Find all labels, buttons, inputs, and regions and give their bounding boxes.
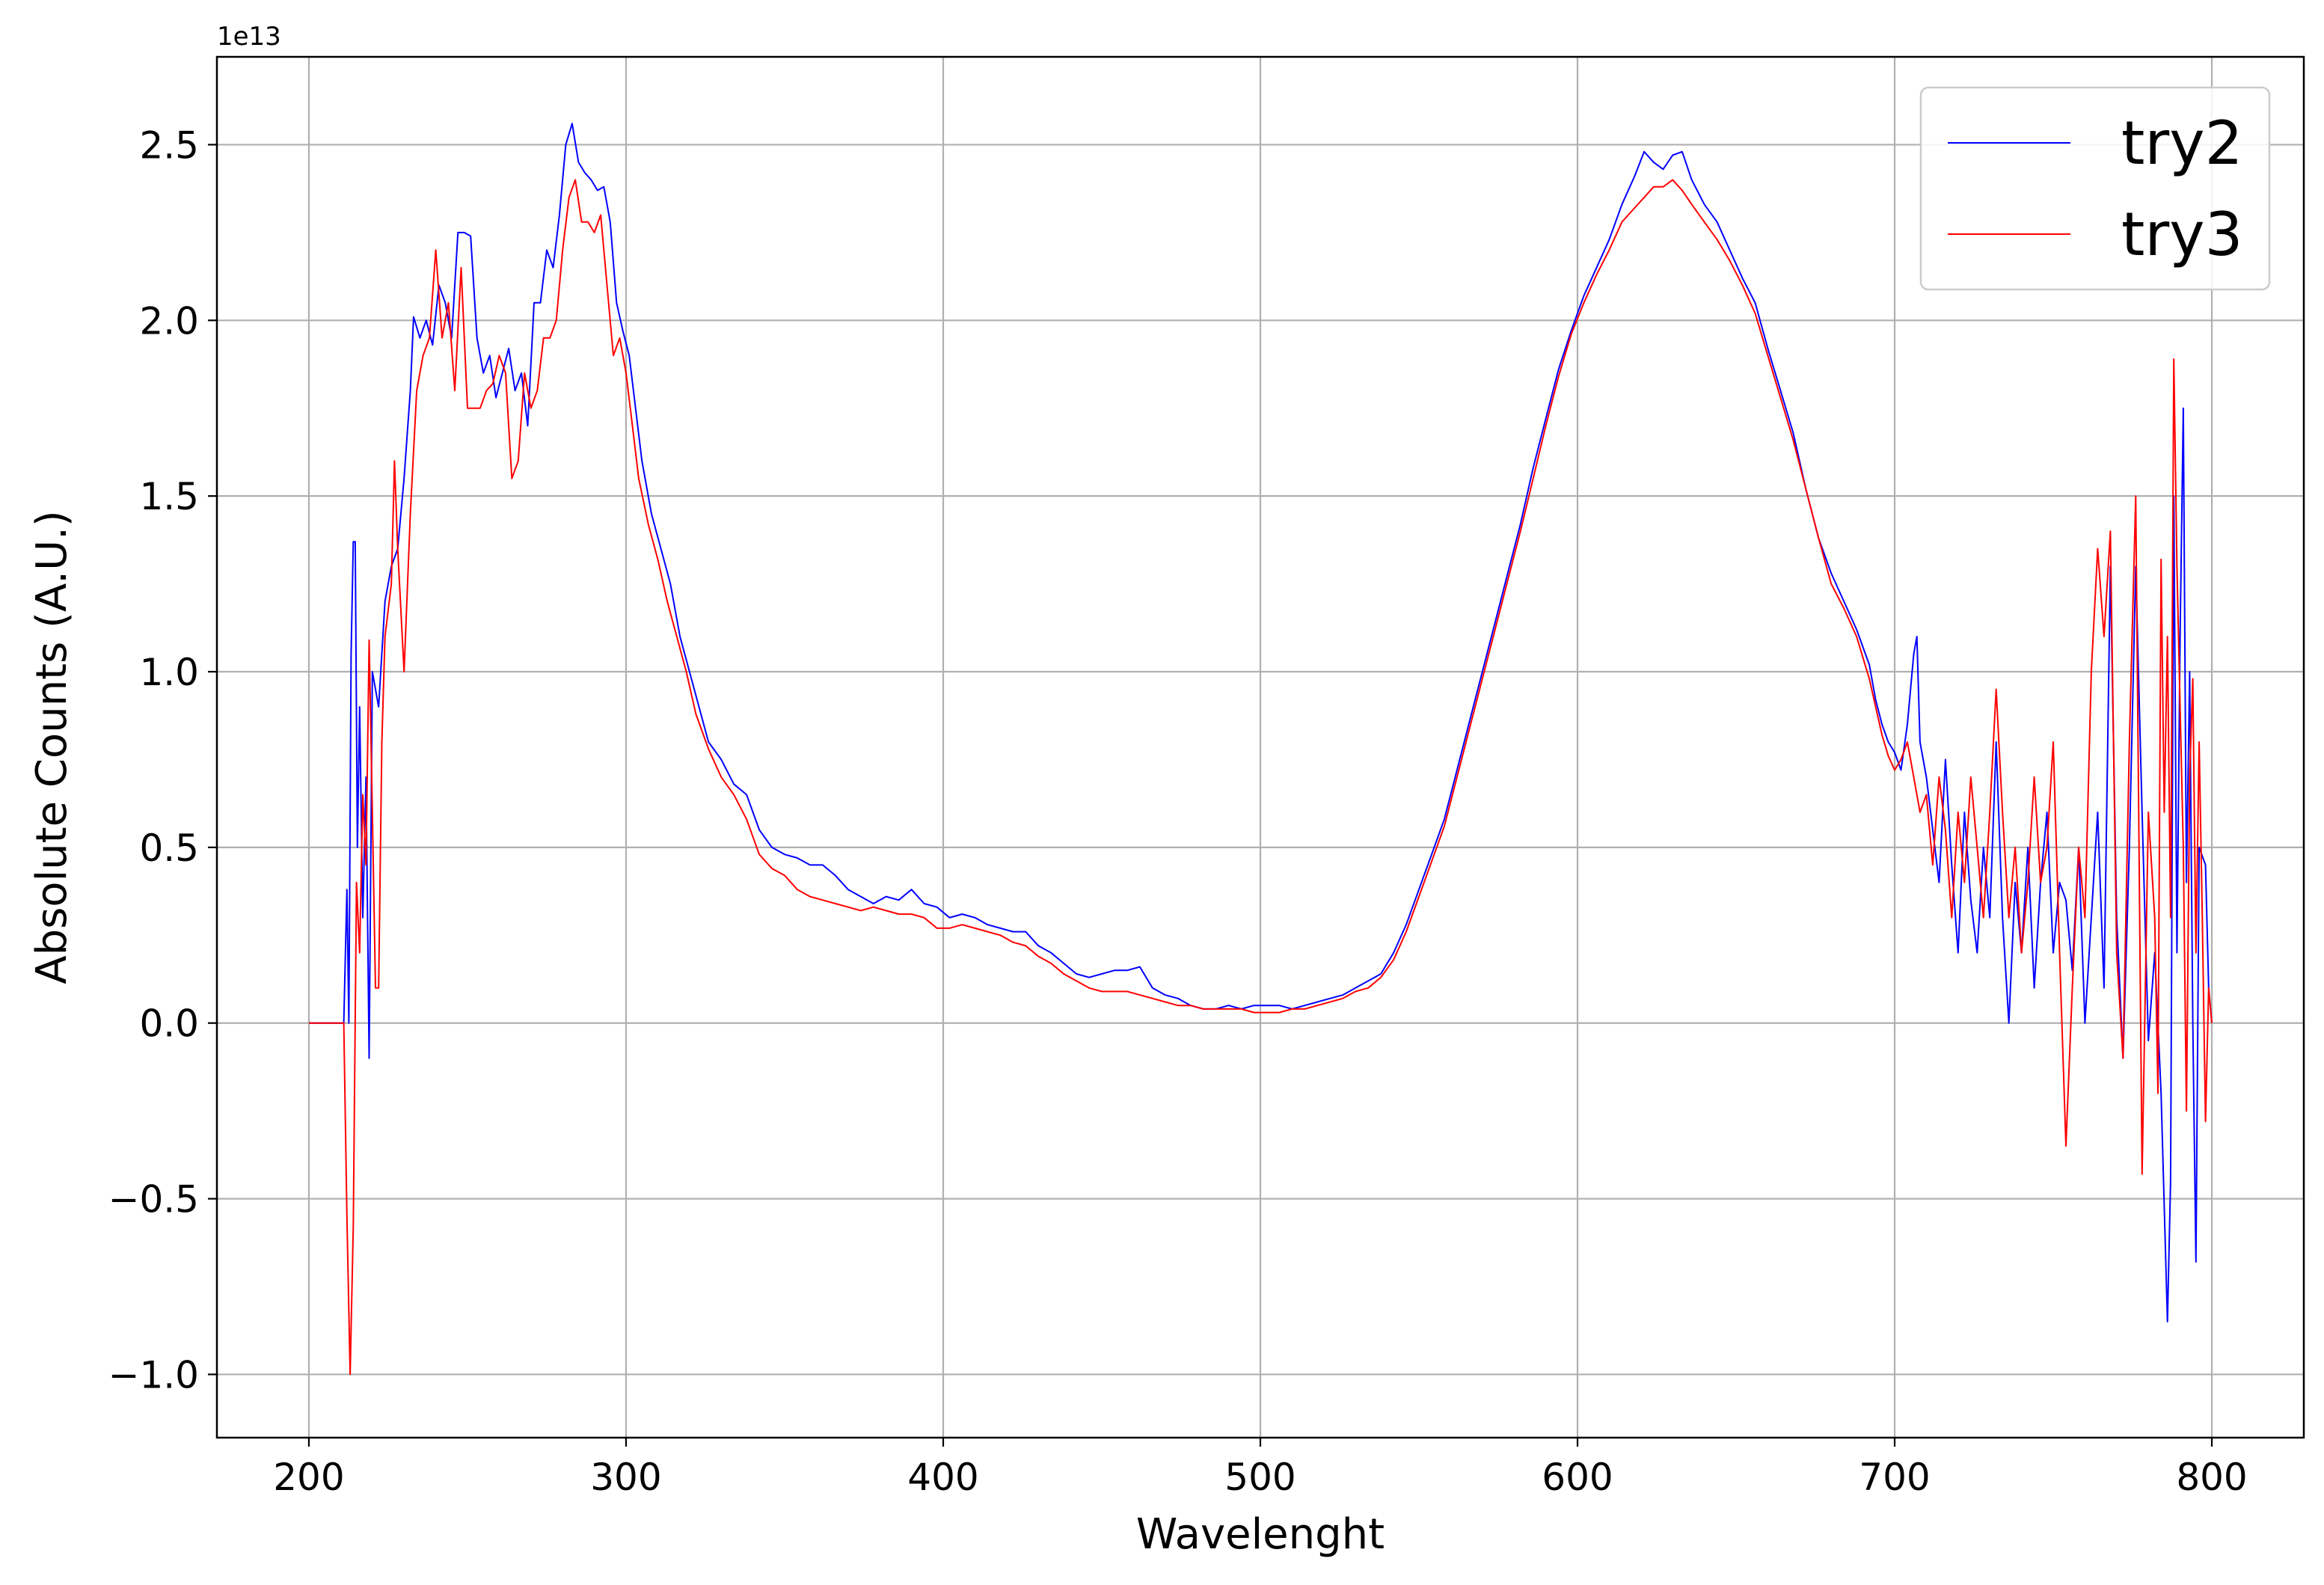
y-offset-label: 1e13 <box>217 22 281 52</box>
y-tick-label: 1.5 <box>139 475 199 518</box>
legend-label-try3: try3 <box>2121 200 2243 269</box>
legend-box <box>1919 86 2271 291</box>
y-tick-label: 0.0 <box>139 1002 199 1046</box>
y-axis-label: Absolute Counts (A.U.) <box>28 510 76 984</box>
series-line-try3 <box>309 179 2213 1376</box>
y-tick-label: −1.0 <box>108 1353 199 1397</box>
y-tick-label: −0.5 <box>108 1178 199 1221</box>
y-tick-label: 2.0 <box>139 299 199 343</box>
x-tick-label: 400 <box>907 1456 978 1499</box>
x-axis-label: Wavelenght <box>1136 1510 1385 1559</box>
x-tick-label: 200 <box>273 1456 344 1499</box>
y-tick-label: 0.5 <box>139 827 199 870</box>
y-tick-label: 2.5 <box>139 123 199 167</box>
legend-label-try2: try2 <box>2121 108 2243 178</box>
y-tick-label: 1.0 <box>139 651 199 694</box>
x-tick-label: 800 <box>2176 1456 2247 1499</box>
ticks: 200 300 400 500 600 700 800 −1.0 −0.5 0.0 0.5 1.0 1.… <box>108 123 2248 1499</box>
legend: try2 try3 <box>1919 86 2271 291</box>
x-tick-label: 600 <box>1542 1456 1613 1499</box>
x-tick-label: 300 <box>590 1456 661 1499</box>
series-layer <box>309 123 2213 1376</box>
x-tick-label: 500 <box>1224 1456 1296 1499</box>
x-tick-label: 700 <box>1859 1456 1930 1499</box>
